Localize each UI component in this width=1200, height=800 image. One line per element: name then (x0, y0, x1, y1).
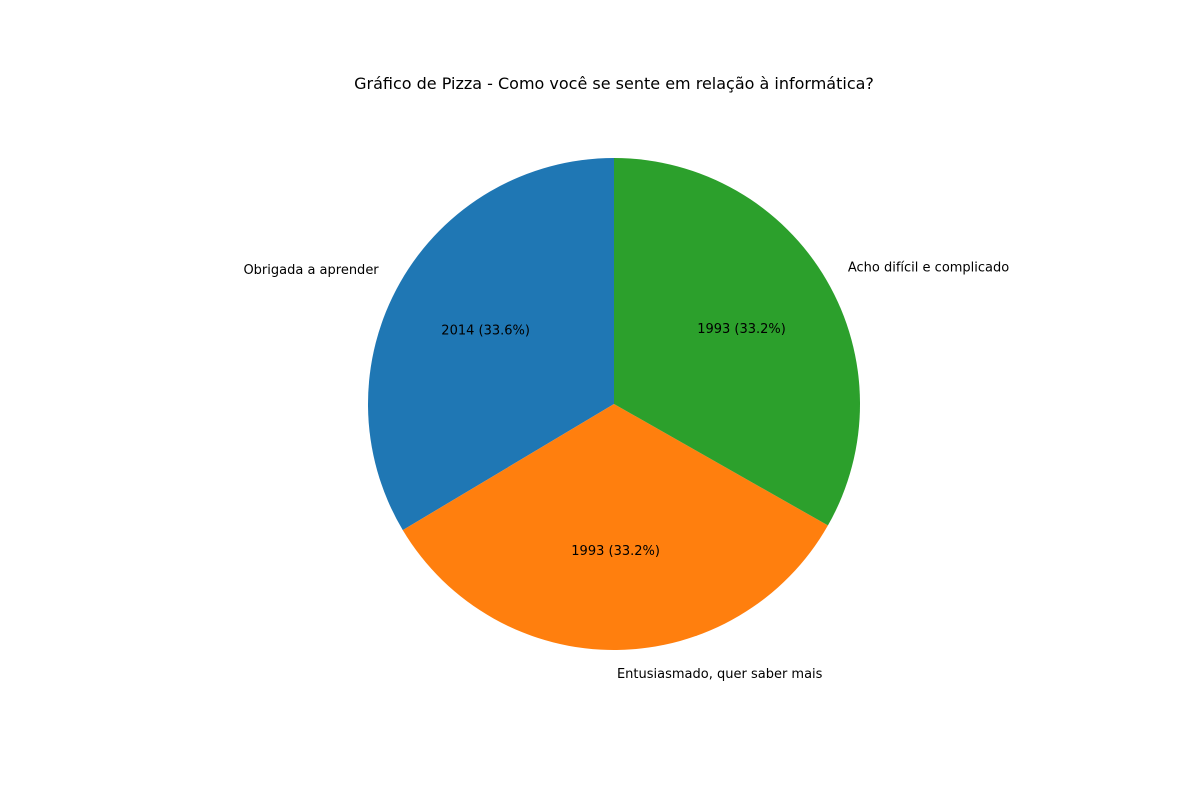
slice-value-entusiasmado-quer-saber-mais: 1993 (33.2%) (571, 544, 660, 559)
chart-title: Gráfico de Pizza - Como você se sente em… (354, 74, 874, 93)
slice-value-acho-dificil-e-complicado: 1993 (33.2%) (697, 322, 786, 337)
slice-label-acho-dificil-e-complicado: Acho difícil e complicado (848, 260, 1009, 275)
slice-label-obrigada-a-aprender: Obrigada a aprender (243, 263, 379, 278)
pie-slice-obrigada-a-aprender (367, 158, 614, 531)
pie-slice-acho-dificil-e-complicado (614, 158, 860, 526)
slice-value-obrigada-a-aprender: 2014 (33.6%) (441, 324, 530, 339)
slice-label-entusiasmado-quer-saber-mais: Entusiasmado, quer saber mais (617, 667, 823, 682)
pie-slice-entusiasmado-quer-saber-mais (402, 404, 828, 651)
